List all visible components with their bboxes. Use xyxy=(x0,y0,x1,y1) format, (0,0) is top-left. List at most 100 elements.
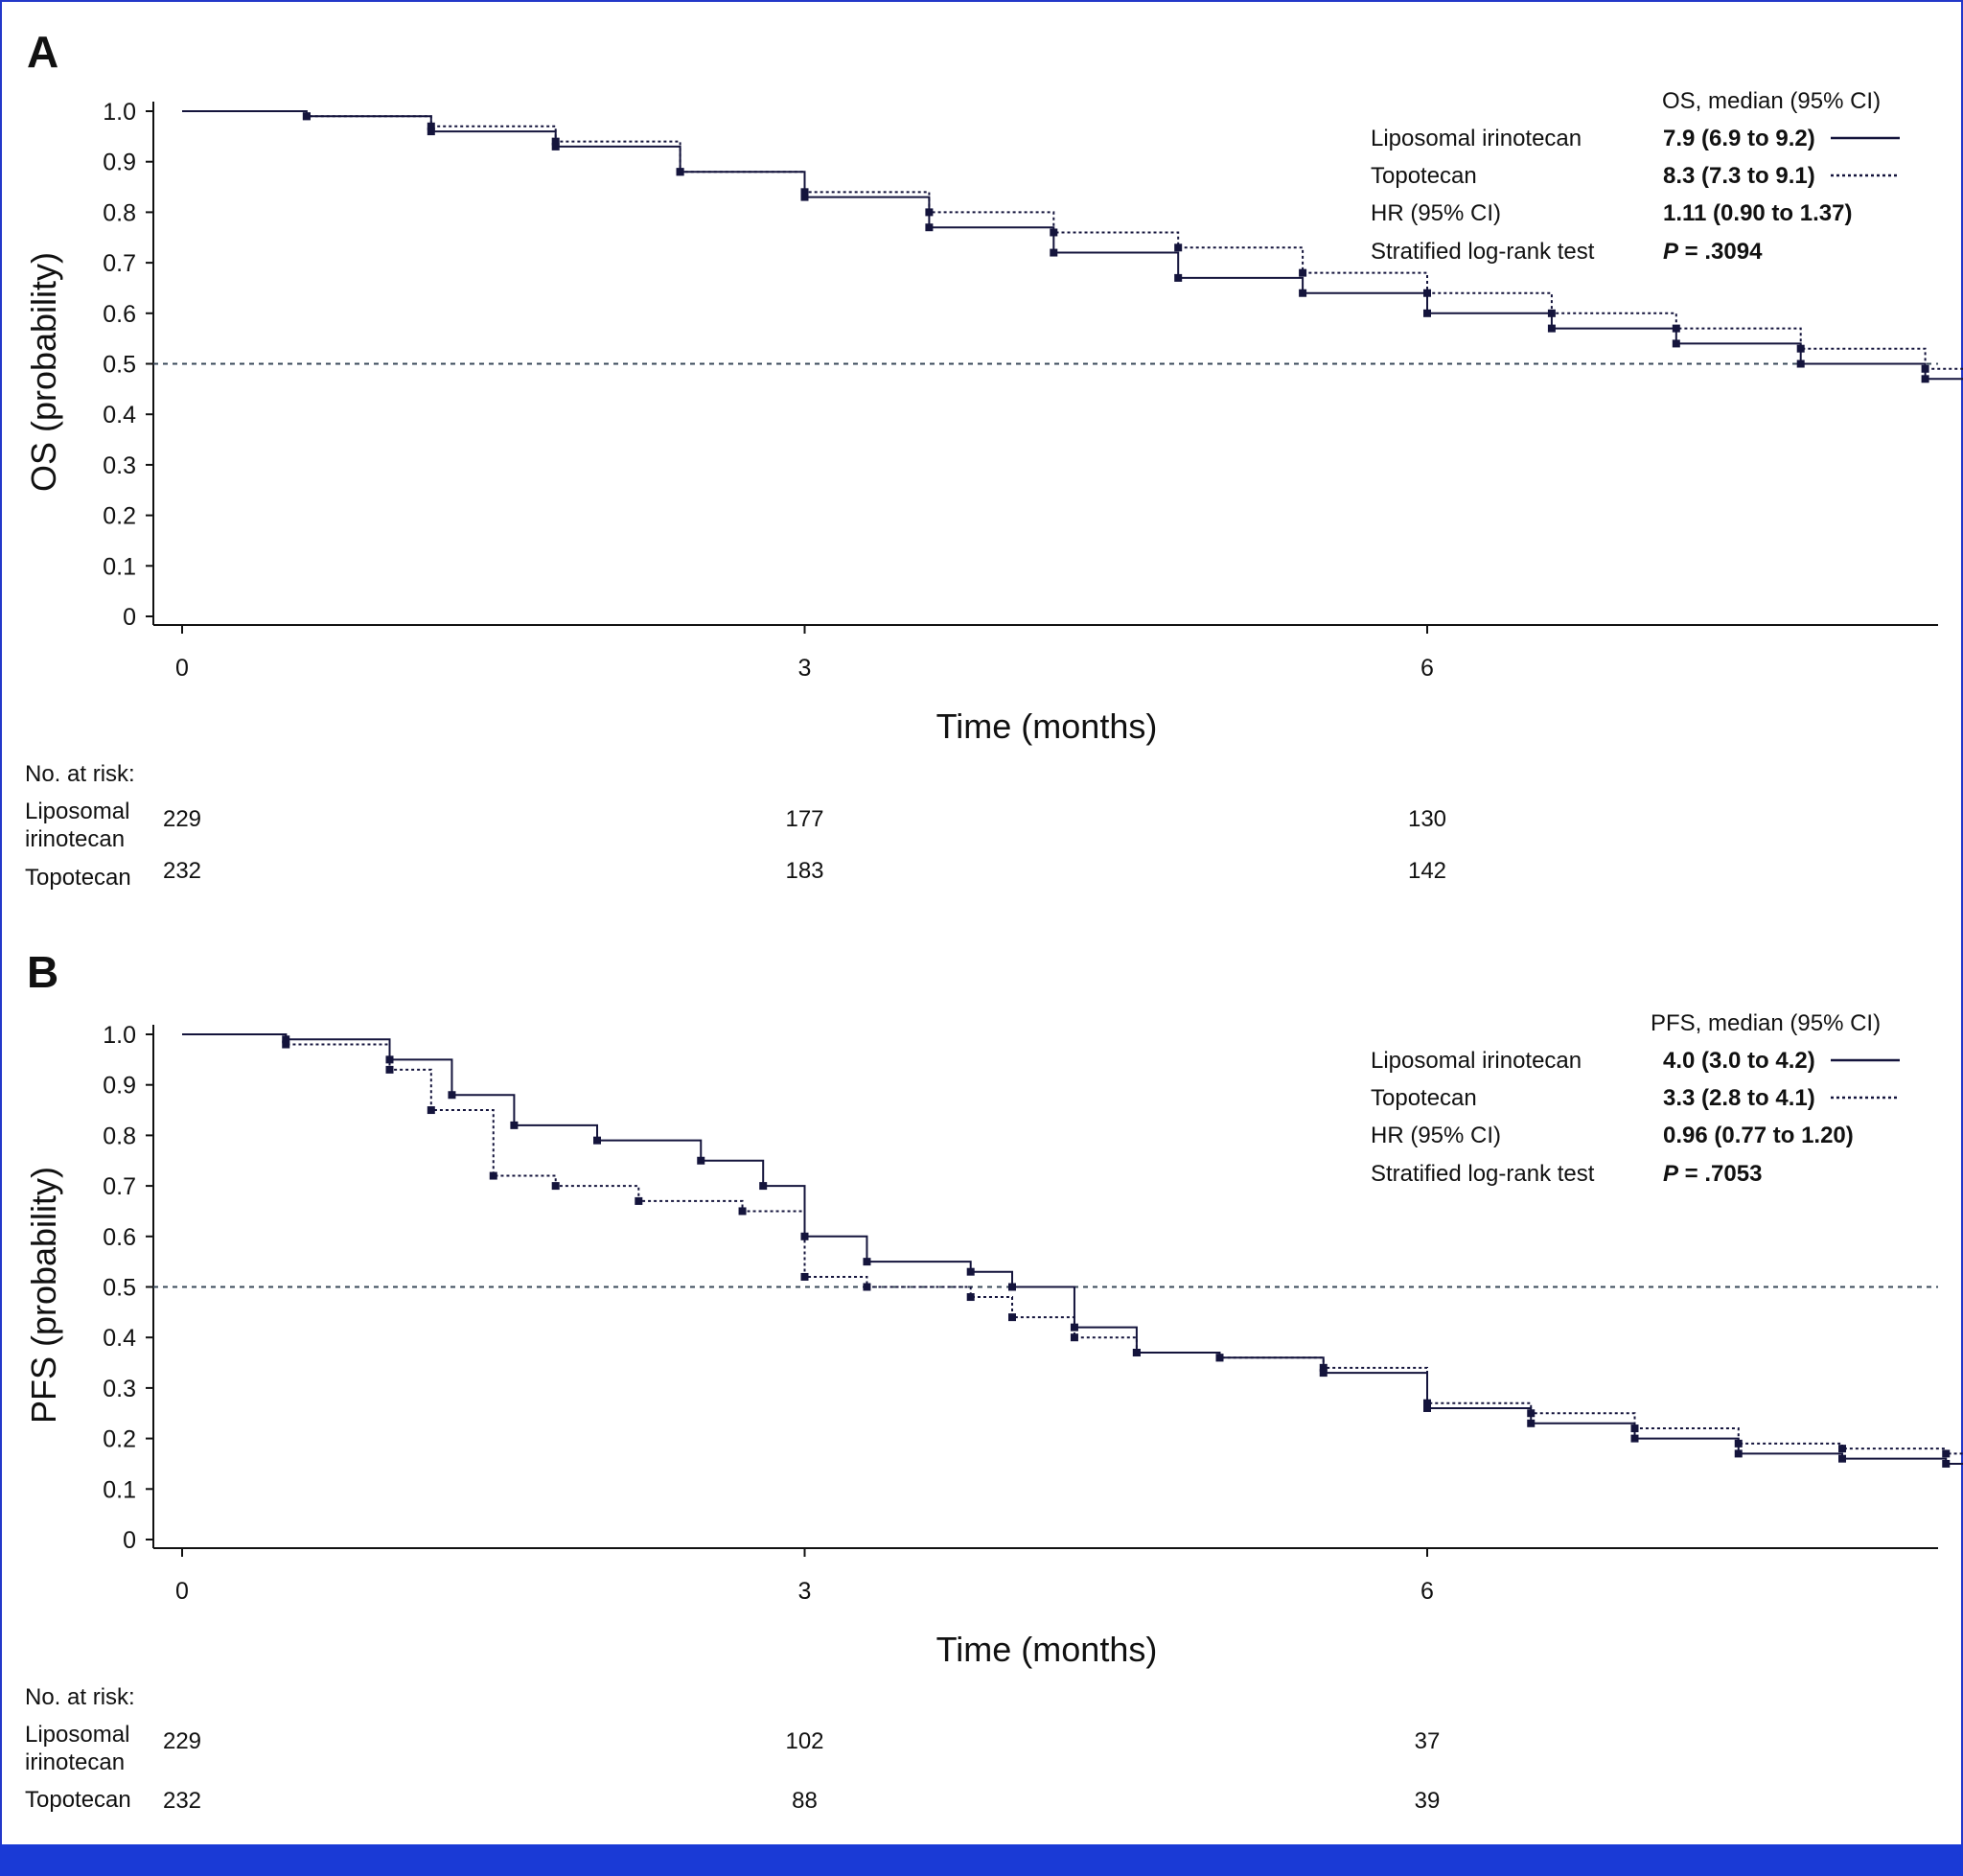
censor-mark xyxy=(1423,1403,1431,1412)
panel-b-legend: PFS, median (95% CI) Liposomal irinoteca… xyxy=(1371,1010,1900,1187)
y-tick-label: 0.5 xyxy=(103,352,136,379)
y-tick-label: 0.2 xyxy=(103,503,136,530)
risk-value: 88 xyxy=(792,1788,818,1814)
legend-value-liposomal: 7.9 (6.9 to 9.2) xyxy=(1663,126,1815,151)
censor-mark xyxy=(1921,375,1929,383)
risk-header: No. at risk: xyxy=(25,1684,135,1710)
y-tick-label: 0.3 xyxy=(103,1376,136,1402)
censor-mark xyxy=(1527,1409,1536,1418)
censor-mark xyxy=(1838,1445,1846,1453)
censor-mark xyxy=(1921,364,1929,373)
censor-mark xyxy=(635,1196,643,1205)
y-tick-label: 0.7 xyxy=(103,1173,136,1200)
censor-mark xyxy=(1942,1449,1951,1458)
censor-mark xyxy=(800,188,809,197)
censor-mark xyxy=(1527,1419,1536,1427)
risk-value: 102 xyxy=(785,1728,823,1754)
censor-mark xyxy=(759,1182,768,1191)
censor-mark xyxy=(282,1040,290,1049)
y-tick-label: 0.7 xyxy=(103,250,136,277)
censor-mark xyxy=(1319,1363,1328,1372)
censor-mark xyxy=(427,127,435,136)
y-tick-label: 0.8 xyxy=(103,199,136,226)
panel-b-risk-table: No. at risk: Liposomal irinotecan Topote… xyxy=(25,1684,135,1813)
censor-mark xyxy=(427,1106,435,1115)
censor-mark xyxy=(551,137,560,146)
censor-mark xyxy=(1734,1449,1743,1458)
risk-value: 142 xyxy=(1408,858,1446,884)
panel-a-risk-table: No. at risk: Liposomal irinotecan Topote… xyxy=(25,761,135,891)
legend-label-hr: HR (95% CI) xyxy=(1371,1123,1501,1148)
censor-mark xyxy=(489,1171,497,1180)
censor-mark xyxy=(551,1182,560,1191)
censor-mark xyxy=(1008,1313,1016,1322)
chart-marks: 00.10.20.30.40.50.60.70.80.91.0036912151… xyxy=(103,99,1963,1814)
p-symbol: P xyxy=(1663,239,1679,265)
censor-mark xyxy=(302,112,311,121)
censor-mark xyxy=(1672,324,1680,333)
censor-mark xyxy=(1547,324,1556,333)
risk-header: No. at risk: xyxy=(25,761,135,787)
censor-mark xyxy=(738,1207,747,1216)
p-value: = .3094 xyxy=(1678,239,1763,265)
legend-header: PFS, median (95% CI) xyxy=(1651,1010,1881,1036)
censor-mark xyxy=(1796,359,1805,368)
risk-label-line2: irinotecan xyxy=(25,1749,125,1775)
legend-value-liposomal: 4.0 (3.0 to 4.2) xyxy=(1663,1048,1815,1074)
p-symbol: P xyxy=(1663,1161,1679,1187)
y-tick-label: 0.6 xyxy=(103,1224,136,1251)
censor-mark xyxy=(1630,1424,1639,1433)
legend-value-hr: 1.11 (0.90 to 1.37) xyxy=(1663,200,1852,226)
censor-mark xyxy=(282,1035,290,1044)
km-curve-liposomal-irinotecan xyxy=(182,1033,1963,1465)
x-tick-label: 0 xyxy=(175,655,189,682)
risk-value: 177 xyxy=(785,806,823,832)
y-tick-label: 1.0 xyxy=(103,99,136,126)
censor-mark xyxy=(966,1293,975,1302)
panel-a-legend: OS, median (95% CI) Liposomal irinotecan… xyxy=(1371,88,1900,265)
km-curve-liposomal-irinotecan xyxy=(182,110,1963,381)
risk-value: 232 xyxy=(163,858,201,884)
censor-mark xyxy=(697,1156,705,1165)
legend-value-logrank: P = .3094 xyxy=(1663,239,1763,265)
x-tick-label: 3 xyxy=(798,1578,812,1605)
censor-mark xyxy=(863,1283,871,1291)
legend-header: OS, median (95% CI) xyxy=(1662,88,1881,114)
censor-mark xyxy=(1050,248,1058,257)
legend-value-hr: 0.96 (0.77 to 1.20) xyxy=(1663,1123,1854,1148)
y-tick-label: 0.3 xyxy=(103,452,136,479)
km-curve-topotecan xyxy=(182,110,1963,370)
censor-mark xyxy=(800,1272,809,1281)
legend-label-liposomal: Liposomal irinotecan xyxy=(1371,1048,1582,1074)
panel-b-xlabel: Time (months) xyxy=(936,1630,1158,1669)
legend-label-logrank: Stratified log-rank test xyxy=(1371,239,1595,265)
censor-mark xyxy=(1319,1369,1328,1378)
censor-mark xyxy=(800,193,809,201)
legend-value-topotecan: 8.3 (7.3 to 9.1) xyxy=(1663,163,1815,189)
y-tick-label: 0.8 xyxy=(103,1123,136,1149)
censor-mark xyxy=(1174,243,1183,252)
panel-b-letter: B xyxy=(27,947,58,997)
panel-b-plot: 00.10.20.30.40.50.60.70.80.91.0036912151… xyxy=(103,1022,1963,1814)
x-tick-label: 0 xyxy=(175,1578,189,1605)
y-tick-label: 0.1 xyxy=(103,1476,136,1503)
x-tick-label: 6 xyxy=(1420,655,1434,682)
risk-value: 37 xyxy=(1415,1728,1441,1754)
risk-value: 229 xyxy=(163,806,201,832)
censor-mark xyxy=(1423,289,1431,297)
y-tick-label: 0.6 xyxy=(103,301,136,328)
censor-mark xyxy=(1299,289,1307,297)
panel-a-ylabel: OS (probability) xyxy=(24,252,63,492)
censor-mark xyxy=(863,1258,871,1266)
risk-value: 130 xyxy=(1408,806,1446,832)
panel-a-xlabel: Time (months) xyxy=(936,706,1158,746)
censor-mark xyxy=(1050,228,1058,237)
y-tick-label: 0.5 xyxy=(103,1275,136,1302)
y-tick-label: 0 xyxy=(123,1527,136,1554)
legend-label-logrank: Stratified log-rank test xyxy=(1371,1161,1595,1187)
p-value: = .7053 xyxy=(1678,1161,1762,1187)
y-tick-label: 0.9 xyxy=(103,1073,136,1100)
censor-mark xyxy=(1174,273,1183,282)
legend-label-hr: HR (95% CI) xyxy=(1371,200,1501,226)
